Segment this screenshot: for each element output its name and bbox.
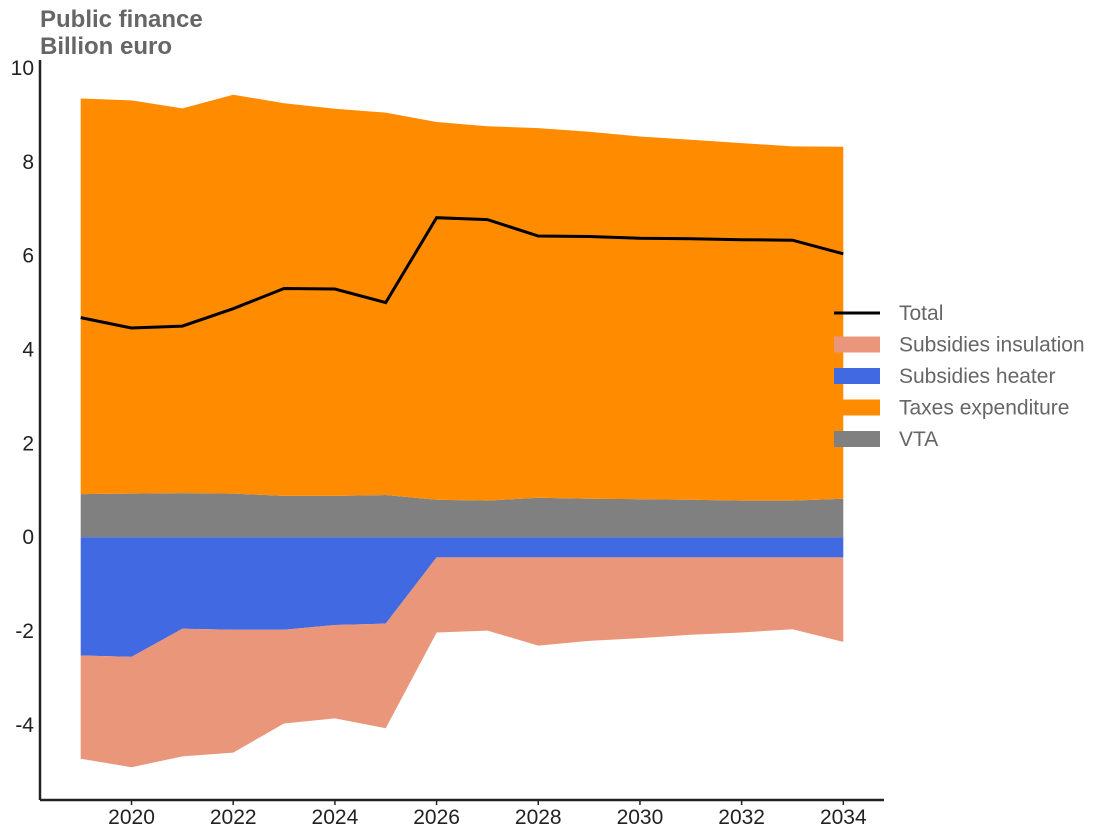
- area-subsidies-heater: [80, 537, 844, 657]
- area-taxes-expenditure: [80, 94, 844, 501]
- legend-label: Total: [899, 302, 943, 325]
- y-tick-label: -4: [15, 714, 34, 737]
- legend-label: Subsidies insulation: [899, 334, 1085, 357]
- y-tick-label: 8: [22, 151, 34, 174]
- x-tick-label: 2020: [108, 806, 155, 829]
- y-tick-label: 10: [11, 57, 34, 80]
- y-tick-label: 6: [22, 245, 34, 268]
- legend-item-subsidies-insulation: Subsidies insulation: [834, 334, 1085, 357]
- legend-label: Taxes expenditure: [899, 397, 1069, 420]
- axes: -4 -2 0 2 4 6 8 10 2020 2022 2024 2026 2028 2030 2032 2…: [11, 57, 884, 829]
- x-tick-label: 2034: [820, 806, 867, 829]
- line-layer: [80, 216, 844, 330]
- legend-label: VTA: [899, 428, 938, 451]
- y-tick-label: 2: [22, 432, 34, 455]
- legend-item-taxes-expenditure: Taxes expenditure: [834, 397, 1069, 420]
- chart-subtitle: Billion euro: [40, 33, 172, 60]
- y-tick-label: 4: [22, 339, 34, 362]
- area-subsidies-insulation: [80, 557, 844, 768]
- line-total: [80, 216, 844, 330]
- legend-item-subsidies-heater: Subsidies heater: [834, 365, 1055, 388]
- legend-swatch: [834, 336, 880, 353]
- x-tick-label: 2022: [210, 806, 257, 829]
- x-tick-label: 2026: [413, 806, 460, 829]
- y-tick-label: 0: [22, 526, 34, 549]
- legend-label: Subsidies heater: [899, 365, 1055, 388]
- x-tick-label: 2024: [312, 806, 359, 829]
- legend-item-total: Total: [834, 302, 943, 325]
- legend: Total Subsidies insulation Subsidies heate…: [834, 302, 1085, 451]
- area-layer: [80, 94, 844, 768]
- chart-title: Public finance: [40, 6, 203, 33]
- x-tick-label: 2030: [617, 806, 664, 829]
- x-tick-label: 2028: [515, 806, 562, 829]
- area-vta: [80, 493, 844, 538]
- y-tick-label: -2: [15, 620, 34, 643]
- legend-swatch: [834, 368, 880, 384]
- legend-swatch: [834, 431, 880, 447]
- x-tick-label: 2032: [718, 806, 765, 829]
- legend-swatch: [834, 399, 880, 416]
- legend-item-vta: VTA: [834, 428, 938, 451]
